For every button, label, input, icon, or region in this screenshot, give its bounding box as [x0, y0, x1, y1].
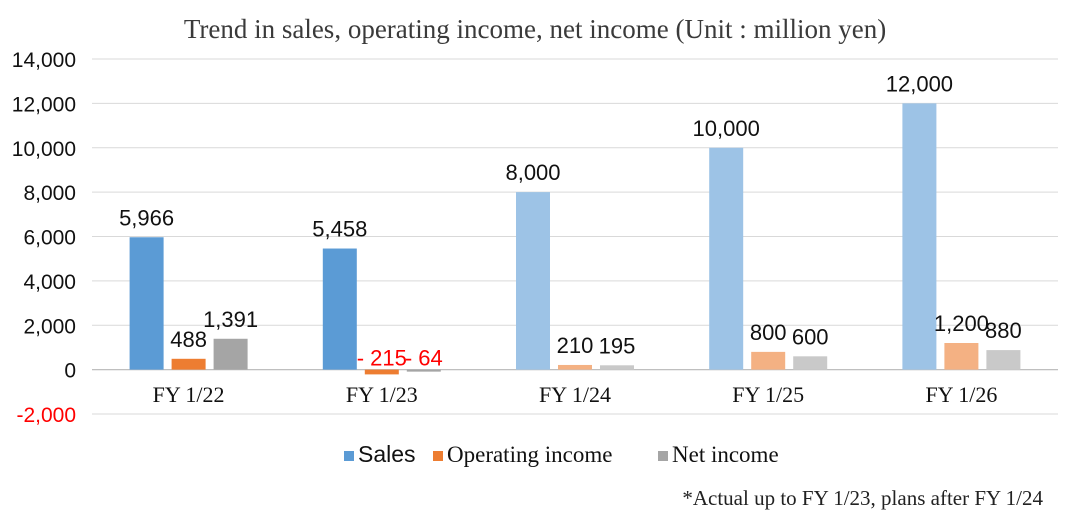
legend: Sales Operating income Net income	[344, 441, 779, 467]
data-label: 8,000	[505, 160, 560, 185]
y-tick-label: 14,000	[12, 49, 76, 72]
y-tick-label: 2,000	[23, 315, 76, 338]
bar	[558, 364, 592, 370]
footnote: *Actual up to FY 1/23, plans after FY 1/…	[682, 486, 1043, 510]
chart-title: Trend in sales, operating income, net in…	[184, 14, 886, 44]
bar	[751, 351, 786, 370]
bar	[213, 338, 248, 370]
y-tick-label: 6,000	[23, 227, 76, 250]
x-tick-label: FY 1/24	[539, 382, 611, 407]
legend-label: Net income	[672, 442, 779, 467]
data-label: 600	[792, 324, 829, 349]
legend-label: Sales	[358, 441, 416, 467]
data-label: 1,200	[934, 311, 989, 336]
bar	[600, 365, 634, 370]
x-tick-label: FY 1/23	[346, 382, 418, 407]
bar	[364, 369, 399, 375]
bar	[171, 358, 206, 370]
legend-swatch	[658, 451, 668, 461]
y-tick-label: 12,000	[12, 93, 76, 116]
bar	[793, 356, 828, 370]
data-label: 10,000	[693, 116, 760, 141]
y-tick-label: 10,000	[12, 138, 76, 161]
x-axis: FY 1/22 FY 1/23 FY 1/24 FY 1/25 FY 1/26	[153, 382, 998, 407]
data-label: 5,458	[312, 217, 367, 242]
y-tick-label: 8,000	[23, 182, 76, 205]
bar	[986, 350, 1021, 370]
gridlines	[92, 58, 1058, 415]
y-axis: -2,000 0 2,000 4,000 6,000 8,000 10,000 12,000 1…	[12, 49, 76, 427]
data-label: 195	[599, 333, 636, 358]
legend-swatch	[433, 451, 443, 461]
bar	[516, 192, 550, 370]
data-label: 12,000	[886, 71, 953, 96]
bar	[322, 248, 357, 370]
bar	[902, 103, 937, 370]
data-label: 5,966	[119, 205, 174, 230]
y-tick-label: -2,000	[16, 404, 76, 427]
data-label: 800	[750, 320, 787, 345]
x-tick-label: FY 1/25	[732, 382, 804, 407]
bar	[406, 369, 441, 372]
x-tick-label: FY 1/22	[153, 382, 225, 407]
data-label: - 215	[357, 346, 407, 371]
data-label: 1,391	[203, 307, 258, 332]
x-tick-label: FY 1/26	[925, 382, 997, 407]
legend-swatch	[344, 451, 354, 461]
data-label: 880	[985, 318, 1022, 343]
bar	[129, 237, 164, 370]
legend-label: Operating income	[447, 442, 612, 467]
bar	[944, 343, 979, 370]
y-tick-label: 4,000	[23, 271, 76, 294]
data-label: 488	[170, 327, 207, 352]
bars	[129, 103, 1021, 375]
bar	[709, 147, 744, 370]
data-label: 210	[557, 333, 594, 358]
data-label: - 64	[405, 346, 443, 371]
y-tick-label: 0	[64, 360, 76, 383]
